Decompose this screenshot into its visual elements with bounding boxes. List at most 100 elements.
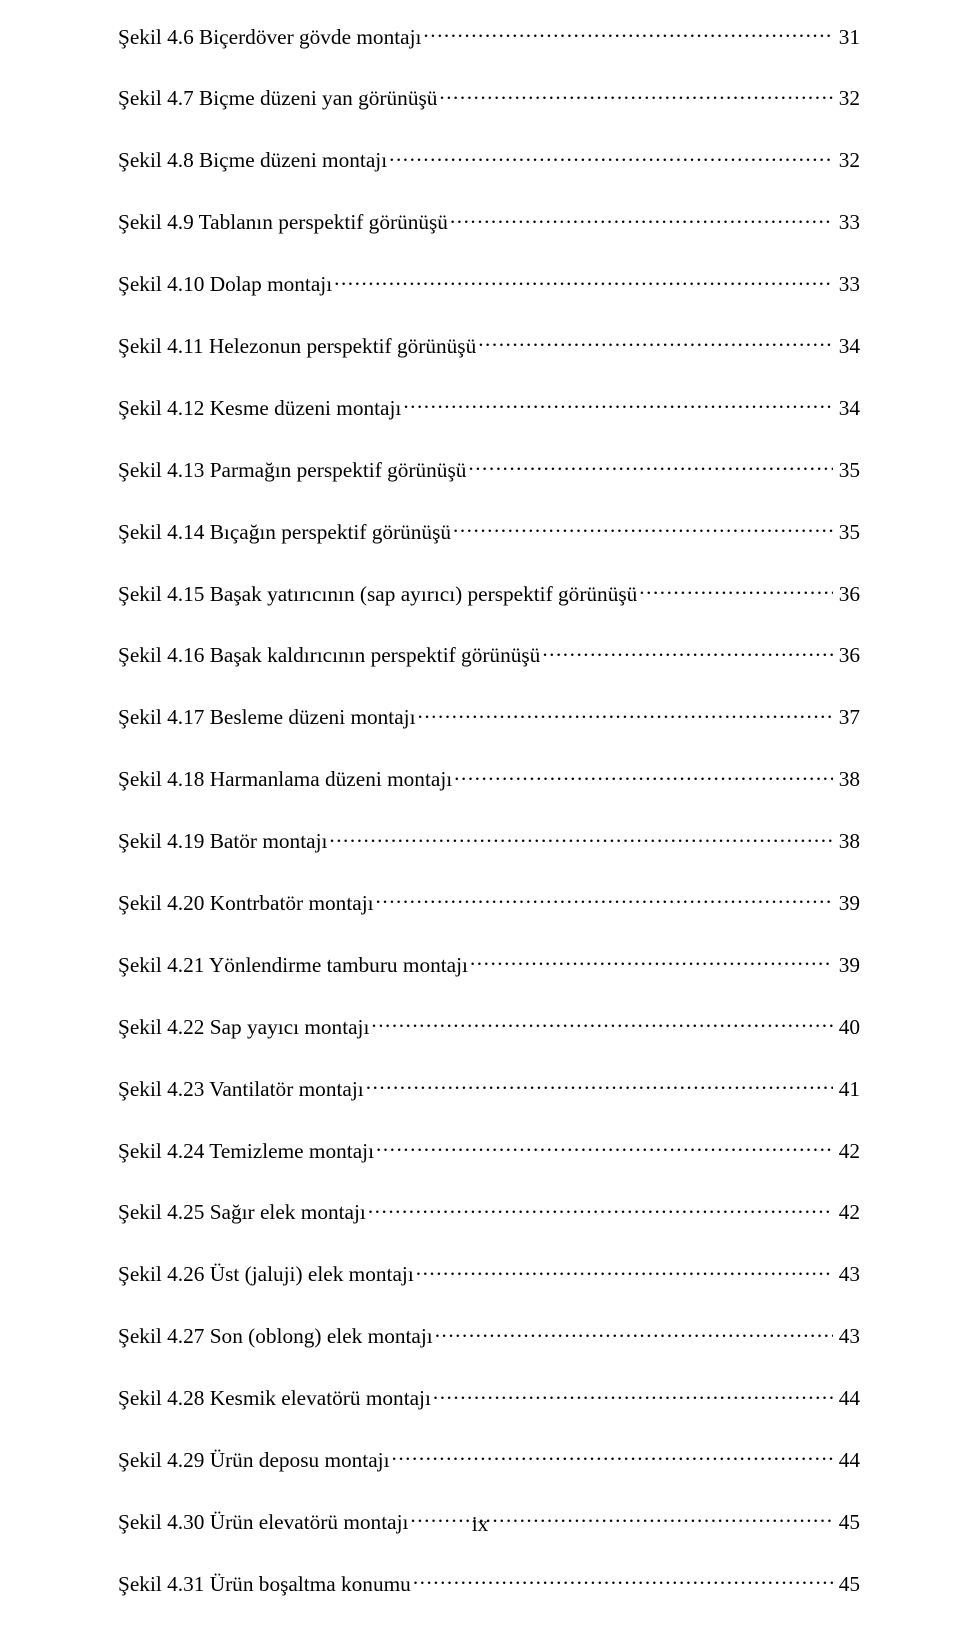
toc-leader-dots (366, 1070, 833, 1096)
toc-entry-label: Şekil 4.7 Biçme düzeni yan görünüşü (118, 86, 437, 112)
toc-entry-label: Şekil 4.15 Başak yatırıcının (sap ayırıc… (118, 582, 637, 608)
toc-entry: Şekil 4.22 Sap yayıcı montajı 40 (118, 1008, 860, 1040)
toc-entry: Şekil 4.29 Ürün deposu montajı 44 (118, 1441, 860, 1473)
toc-leader-dots (450, 204, 833, 230)
toc-entry-page: 32 (835, 86, 860, 112)
toc-entry-page: 35 (835, 520, 860, 546)
toc-entry-page: 35 (835, 458, 860, 484)
toc-entry: Şekil 4.18 Harmanlama düzeni montajı 38 (118, 761, 860, 793)
toc-entry-page: 40 (835, 1015, 860, 1041)
toc-entry-label: Şekil 4.6 Biçerdöver gövde montajı (118, 25, 421, 51)
toc-entry-label: Şekil 4.9 Tablanın perspektif görünüşü (118, 210, 448, 236)
toc-entry-label: Şekil 4.18 Harmanlama düzeni montajı (118, 767, 452, 793)
toc-entry-label: Şekil 4.27 Son (oblong) elek montajı (118, 1324, 433, 1350)
toc-entry: Şekil 4.27 Son (oblong) elek montajı 43 (118, 1318, 860, 1350)
toc-entry-page: 41 (835, 1077, 860, 1103)
toc-entry-label: Şekil 4.19 Batör montajı (118, 829, 327, 855)
toc-entry: Şekil 4.8 Biçme düzeni montajı 32 (118, 142, 860, 174)
toc-leader-dots (403, 389, 832, 415)
toc-entry-page: 38 (835, 829, 860, 855)
toc-entry-label: Şekil 4.24 Temizleme montajı (118, 1139, 374, 1165)
toc-entry-page: 38 (835, 767, 860, 793)
toc-leader-dots (413, 1565, 833, 1591)
toc-leader-dots (376, 884, 833, 910)
toc-entry-page: 43 (835, 1324, 860, 1350)
toc-leader-dots (478, 327, 832, 353)
toc-entry-label: Şekil 4.14 Bıçağın perspektif görünüşü (118, 520, 451, 546)
toc-entry: Şekil 4.25 Sağır elek montajı 42 (118, 1194, 860, 1226)
toc-leader-dots (468, 451, 832, 477)
toc-entry: Şekil 4.26 Üst (jaluji) elek montajı 43 (118, 1256, 860, 1288)
toc-entry-page: 44 (835, 1448, 860, 1474)
toc-entry: Şekil 4.16 Başak kaldırıcının perspektif… (118, 637, 860, 669)
page-number: ix (0, 1512, 960, 1537)
toc-entry-page: 42 (835, 1200, 860, 1226)
toc-leader-dots (368, 1194, 833, 1220)
toc-entry-label: Şekil 4.28 Kesmik elevatörü montajı (118, 1386, 431, 1412)
toc-entry-label: Şekil 4.29 Ürün deposu montajı (118, 1448, 390, 1474)
toc-leader-dots (542, 637, 832, 663)
toc-leader-dots (389, 142, 833, 168)
toc-leader-dots (470, 946, 833, 972)
toc-entry: Şekil 4.9 Tablanın perspektif görünüşü 33 (118, 204, 860, 236)
toc-entry-label: Şekil 4.23 Vantilatör montajı (118, 1077, 364, 1103)
toc-entry-label: Şekil 4.12 Kesme düzeni montajı (118, 396, 401, 422)
toc-entry-label: Şekil 4.11 Helezonun perspektif görünüşü (118, 334, 476, 360)
list-of-figures: Şekil 4.6 Biçerdöver gövde montajı31Şeki… (118, 18, 860, 1597)
toc-entry-label: Şekil 4.17 Besleme düzeni montajı (118, 705, 416, 731)
toc-leader-dots (418, 699, 833, 725)
toc-entry: Şekil 4.13 Parmağın perspektif görünüşü 3… (118, 451, 860, 483)
toc-leader-dots (423, 18, 832, 44)
toc-leader-dots (454, 761, 833, 787)
toc-entry-page: 36 (835, 643, 860, 669)
toc-leader-dots (334, 266, 833, 292)
toc-entry-page: 39 (835, 953, 860, 979)
toc-entry-label: Şekil 4.13 Parmağın perspektif görünüşü (118, 458, 466, 484)
toc-leader-dots (376, 1132, 833, 1158)
toc-entry-page: 34 (835, 334, 860, 360)
toc-leader-dots (416, 1256, 833, 1282)
page: Şekil 4.6 Biçerdöver gövde montajı31Şeki… (0, 0, 960, 1597)
toc-entry: Şekil 4.15 Başak yatırıcının (sap ayırıc… (118, 575, 860, 607)
toc-entry-page: 33 (835, 272, 860, 298)
toc-entry-label: Şekil 4.16 Başak kaldırıcının perspektif… (118, 643, 540, 669)
toc-leader-dots (329, 823, 832, 849)
toc-entry-page: 31 (835, 25, 860, 51)
toc-entry-label: Şekil 4.22 Sap yayıcı montajı (118, 1015, 369, 1041)
toc-entry-page: 44 (835, 1386, 860, 1412)
toc-entry-page: 34 (835, 396, 860, 422)
toc-entry-page: 36 (835, 582, 860, 608)
toc-entry: Şekil 4.10 Dolap montajı 33 (118, 266, 860, 298)
toc-leader-dots (439, 80, 832, 106)
toc-entry-label: Şekil 4.21 Yönlendirme tamburu montajı (118, 953, 468, 979)
toc-entry: Şekil 4.23 Vantilatör montajı 41 (118, 1070, 860, 1102)
toc-entry: Şekil 4.17 Besleme düzeni montajı 37 (118, 699, 860, 731)
toc-leader-dots (435, 1318, 833, 1344)
toc-entry-page: 37 (835, 705, 860, 731)
toc-entry: Şekil 4.24 Temizleme montajı 42 (118, 1132, 860, 1164)
toc-entry: Şekil 4.19 Batör montajı 38 (118, 823, 860, 855)
toc-entry: Şekil 4.6 Biçerdöver gövde montajı 31 (118, 18, 860, 50)
toc-entry: Şekil 4.28 Kesmik elevatörü montajı 44 (118, 1380, 860, 1412)
toc-entry-label: Şekil 4.8 Biçme düzeni montajı (118, 148, 387, 174)
toc-leader-dots (433, 1380, 833, 1406)
toc-entry-page: 33 (835, 210, 860, 236)
toc-entry: Şekil 4.21 Yönlendirme tamburu montajı 39 (118, 946, 860, 978)
toc-entry: Şekil 4.12 Kesme düzeni montajı 34 (118, 389, 860, 421)
toc-entry-page: 39 (835, 891, 860, 917)
toc-leader-dots (639, 575, 832, 601)
toc-leader-dots (392, 1441, 833, 1467)
toc-entry: Şekil 4.7 Biçme düzeni yan görünüşü 32 (118, 80, 860, 112)
toc-entry-label: Şekil 4.25 Sağır elek montajı (118, 1200, 366, 1226)
toc-entry: Şekil 4.31 Ürün boşaltma konumu45 (118, 1565, 860, 1597)
toc-leader-dots (453, 513, 833, 539)
toc-entry-label: Şekil 4.26 Üst (jaluji) elek montajı (118, 1262, 414, 1288)
toc-entry: Şekil 4.11 Helezonun perspektif görünüşü… (118, 327, 860, 359)
toc-entry-page: 32 (835, 148, 860, 174)
toc-entry-page: 42 (835, 1139, 860, 1165)
toc-entry: Şekil 4.14 Bıçağın perspektif görünüşü 35 (118, 513, 860, 545)
toc-leader-dots (371, 1008, 832, 1034)
toc-entry-page: 43 (835, 1262, 860, 1288)
toc-entry-label: Şekil 4.10 Dolap montajı (118, 272, 332, 298)
toc-entry: Şekil 4.20 Kontrbatör montajı39 (118, 884, 860, 916)
